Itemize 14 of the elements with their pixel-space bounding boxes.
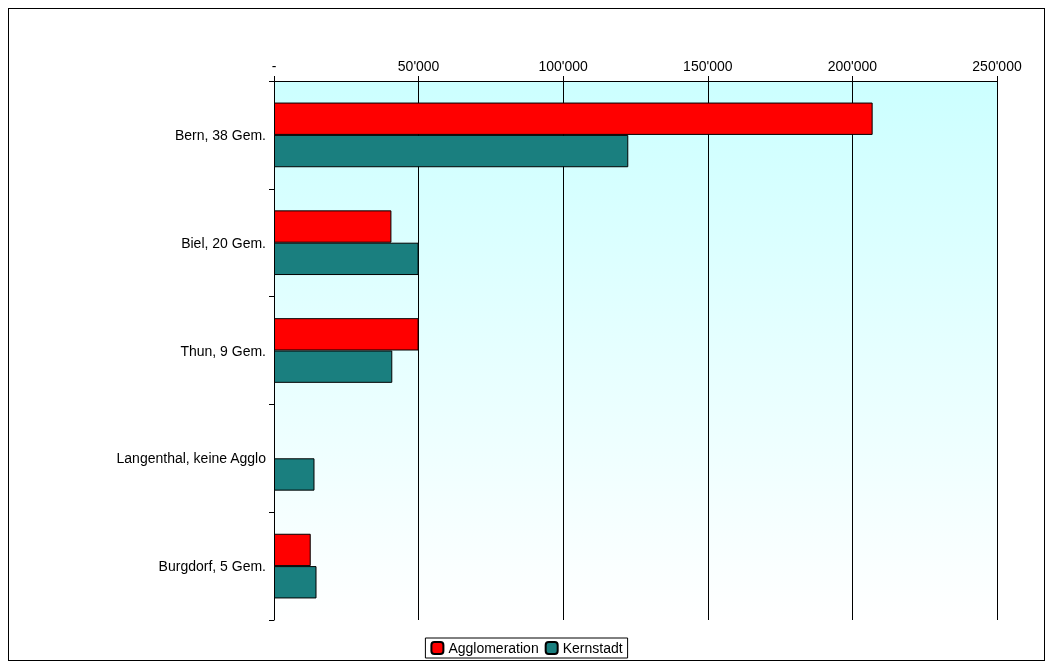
y-tick-label: Thun, 9 Gem. — [180, 342, 266, 359]
y-tick-label: Bern, 38 Gem. — [174, 126, 266, 143]
y-tick-label: Burgdorf, 5 Gem. — [158, 558, 266, 575]
x-tick-label: 100'000 — [538, 58, 589, 74]
x-tick-label: 200'000 — [827, 58, 878, 74]
x-tick-label: - — [271, 58, 277, 74]
x-tick-label: 150'000 — [683, 58, 733, 74]
x-tick-label: 250'000 — [972, 58, 1022, 74]
legend-label: Agglomeration — [448, 640, 539, 656]
y-tick-label: Biel, 20 Gem. — [181, 234, 266, 251]
x-tick-label: 50'000 — [397, 58, 440, 74]
y-tick-label: Langenthal, keine Agglo — [116, 450, 267, 467]
bar — [274, 458, 315, 491]
legend-label: Kernstadt — [562, 640, 623, 656]
